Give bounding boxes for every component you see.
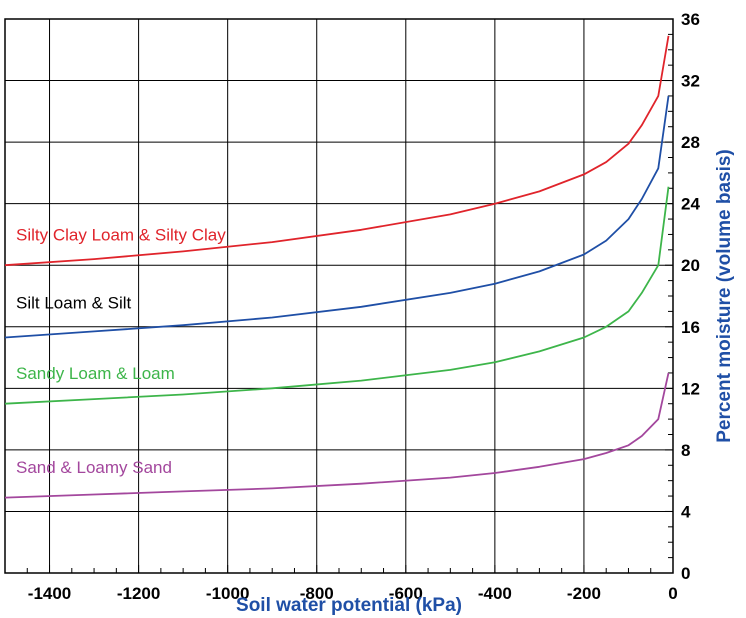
y-tick-label: 36 [681,10,700,29]
series-label: Sand & Loamy Sand [16,458,172,477]
y-tick-label: 4 [681,502,691,521]
series-line [4,95,670,339]
series-label: Silty Clay Loam & Silty Clay [16,226,226,245]
y-tick-label: 0 [681,564,690,583]
x-tick-label: -800 [300,584,334,603]
y-tick-label: 16 [681,318,700,337]
x-tick-label: -200 [567,584,601,603]
x-tick-label: -1200 [117,584,160,603]
y-tick-label: 20 [681,256,700,275]
y-axis-title: Percent moisture (volume basis) [714,149,735,443]
y-tick-label: 24 [681,195,700,214]
y-tick-labels: 0 4 8 12 16 20 24 28 32 36 [681,10,700,583]
x-tick-labels: -1400 -1200 -1000 -800 -600 -400 -200 0 [28,584,678,603]
series-line [4,372,670,499]
axis-ticks [4,18,674,574]
series-line [4,186,670,405]
series-lines [4,35,670,499]
x-axis-title: Soil water potential (kPa) [236,595,462,616]
series-label: Silt Loam & Silt [16,293,132,312]
x-tick-label: -1000 [206,584,249,603]
y-tick-label: 28 [681,133,700,152]
x-tick-label: -400 [478,584,512,603]
y-tick-label: 8 [681,441,690,460]
x-tick-label: -600 [389,584,423,603]
y-tick-label: 12 [681,379,700,398]
grid [5,19,673,573]
series-label: Sandy Loam & Loam [16,364,175,383]
series-line [4,35,670,267]
x-tick-label: 0 [668,584,677,603]
x-tick-label: -1400 [28,584,71,603]
y-tick-label: 32 [681,72,700,91]
series-labels: Silty Clay Loam & Silty Clay Silt Loam & … [16,226,226,477]
